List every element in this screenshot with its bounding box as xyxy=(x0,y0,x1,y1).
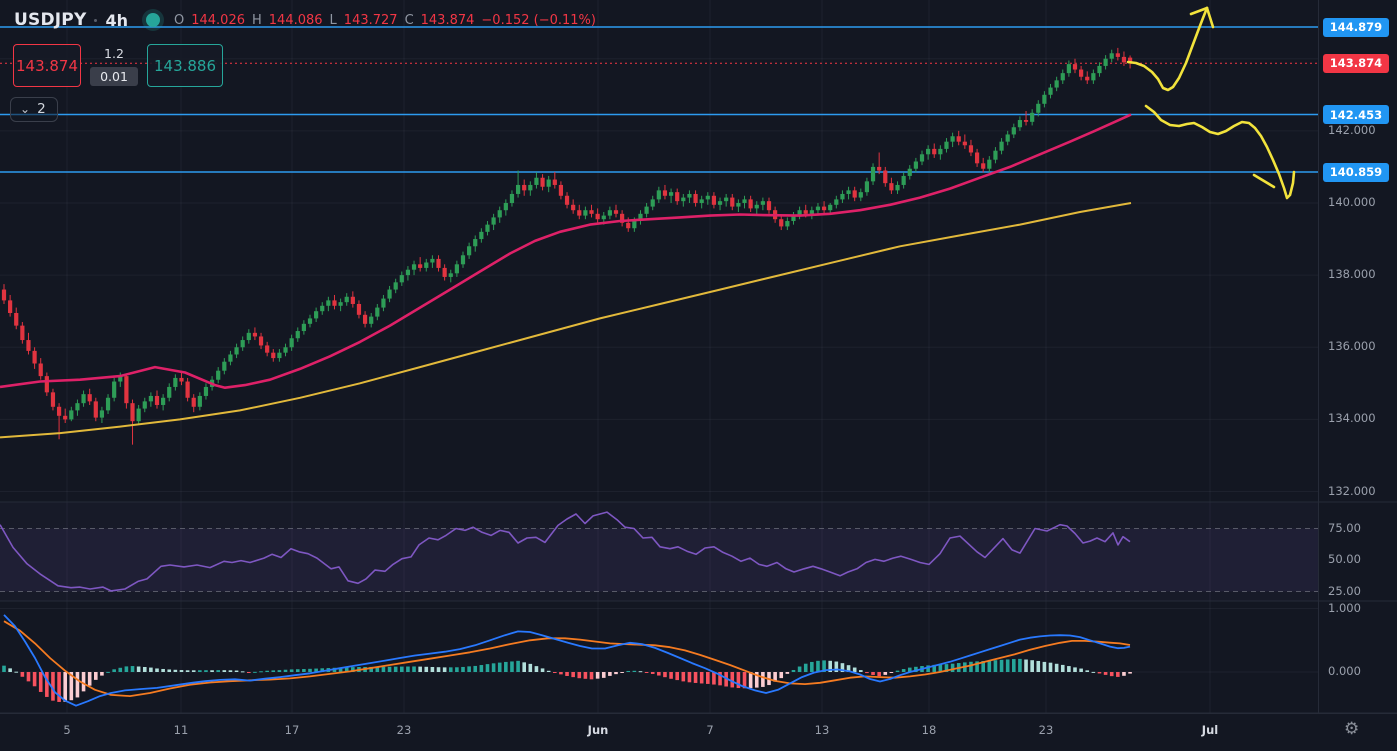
projection-drawing[interactable] xyxy=(1144,104,1296,200)
price-axis-label: 50.00 xyxy=(1328,552,1361,566)
close-key: C xyxy=(404,12,414,28)
gear-icon[interactable]: ⚙ xyxy=(1344,719,1360,739)
change-value: −0.152 (−0.11%) xyxy=(481,12,596,28)
separator-dot-icon xyxy=(94,18,98,22)
market-status-icon[interactable] xyxy=(146,13,160,27)
close-value: 143.874 xyxy=(420,12,475,28)
lot-size-field[interactable]: 0.01 xyxy=(90,67,138,86)
chevron-down-icon: ⌄ xyxy=(20,102,31,116)
projection-drawing[interactable] xyxy=(1252,173,1276,189)
price-axis[interactable]: 142.000 140.000 138.000 136.000 134.000 132.0… xyxy=(1318,0,1397,713)
object-count: 2 xyxy=(37,101,46,117)
price-axis-label: 142.000 xyxy=(1328,122,1376,137)
open-key: O xyxy=(174,12,185,28)
ohlc-readout: O 144.026 H 144.086 L 143.727 C 143.874 −0.1… xyxy=(174,13,596,28)
price-axis-label: 25.00 xyxy=(1328,583,1361,598)
spread-lot-column: 1.2 0.01 xyxy=(83,44,145,87)
price-level-badge[interactable]: 144.879 xyxy=(1323,17,1389,37)
open-value: 144.026 xyxy=(191,12,245,28)
low-key: L xyxy=(329,12,337,28)
price-level-badge[interactable]: 142.453 xyxy=(1323,105,1389,124)
symbol-name[interactable]: USDJPY xyxy=(14,10,87,30)
symbol-header: USDJPY 4h O 144.026 H 144.086 L 143.727 C 14… xyxy=(14,10,596,30)
price-level-badge[interactable]: 140.859 xyxy=(1323,162,1389,182)
low-value: 143.727 xyxy=(343,12,398,28)
time-axis-label: 23 xyxy=(1038,723,1054,737)
timeframe-label[interactable]: 4h xyxy=(105,10,128,30)
time-axis-label: 13 xyxy=(814,723,830,737)
high-value: 144.086 xyxy=(268,12,323,28)
price-axis-label: 140.000 xyxy=(1328,194,1376,209)
price-axis-label: 0.000 xyxy=(1328,664,1361,678)
price-axis-label: 134.000 xyxy=(1328,411,1376,426)
time-axis-label: 11 xyxy=(173,723,189,737)
buy-button[interactable]: 143.886 xyxy=(147,44,223,87)
last-price-badge[interactable]: 143.874 xyxy=(1323,53,1389,73)
time-axis-label: Jun xyxy=(587,723,609,737)
time-axis-label: 23 xyxy=(396,723,412,737)
order-widget: 143.874 1.2 0.01 143.886 xyxy=(13,44,223,87)
projection-drawing[interactable] xyxy=(1126,6,1209,92)
price-axis-label: 136.000 xyxy=(1328,339,1376,354)
spread-value: 1.2 xyxy=(104,46,124,61)
time-axis[interactable]: 5 11 17 23 Jun 7 13 18 23 Jul xyxy=(0,713,1397,751)
sell-button[interactable]: 143.874 xyxy=(13,44,81,87)
time-axis-label: Jul xyxy=(1201,723,1219,737)
price-axis-label: 1.000 xyxy=(1328,600,1361,615)
price-axis-label: 138.000 xyxy=(1328,267,1376,282)
price-axis-label: 75.00 xyxy=(1328,520,1361,535)
projection-drawing[interactable] xyxy=(1189,6,1209,16)
high-key: H xyxy=(252,12,262,28)
projection-drawing[interactable] xyxy=(1205,6,1215,29)
object-tree-button[interactable]: ⌄ 2 xyxy=(10,97,58,122)
time-axis-label: 17 xyxy=(284,723,300,737)
time-axis-label: 18 xyxy=(921,723,937,737)
price-axis-label: 132.000 xyxy=(1328,483,1376,498)
time-axis-label: 7 xyxy=(706,723,714,737)
time-axis-label: 5 xyxy=(63,723,71,737)
